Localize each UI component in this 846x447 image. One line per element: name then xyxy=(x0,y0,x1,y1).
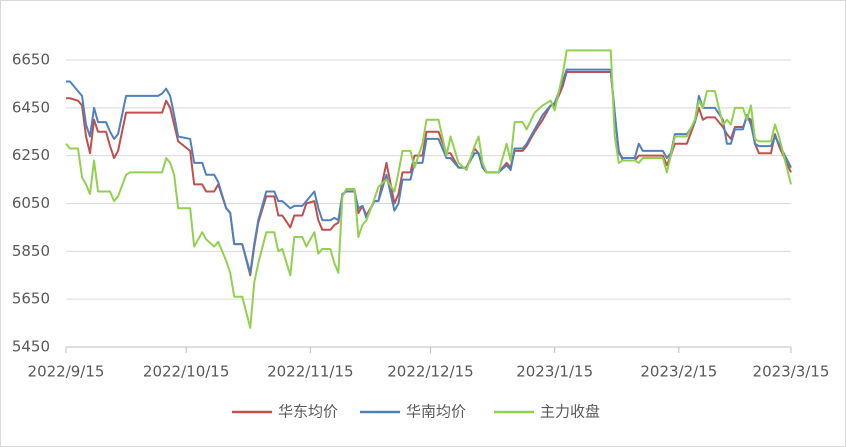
x-tick-label: 2022/9/15 xyxy=(28,363,105,381)
series-line xyxy=(66,70,792,277)
y-tick-label: 6250 xyxy=(12,146,50,164)
legend-label: 华南均价 xyxy=(406,403,466,421)
x-tick-label: 2022/12/15 xyxy=(387,363,473,381)
x-tick-label: 2022/11/15 xyxy=(267,363,353,381)
y-tick-label: 6650 xyxy=(12,51,50,69)
y-tick-label: 5850 xyxy=(12,242,50,260)
y-tick-label: 5650 xyxy=(12,290,50,308)
x-tick-label: 2022/10/15 xyxy=(143,363,229,381)
series-line xyxy=(65,49,792,329)
y-tick-label: 6450 xyxy=(12,98,50,116)
x-tick-label: 2023/2/15 xyxy=(640,363,717,381)
y-tick-label: 6050 xyxy=(12,194,50,212)
y-tick-label: 5450 xyxy=(12,338,50,356)
x-tick-label: 2023/1/15 xyxy=(516,363,593,381)
series-line xyxy=(66,68,792,274)
legend-label: 主力收盘 xyxy=(540,403,600,421)
legend-label: 华东均价 xyxy=(278,403,338,421)
x-tick-label: 2023/3/15 xyxy=(753,363,830,381)
